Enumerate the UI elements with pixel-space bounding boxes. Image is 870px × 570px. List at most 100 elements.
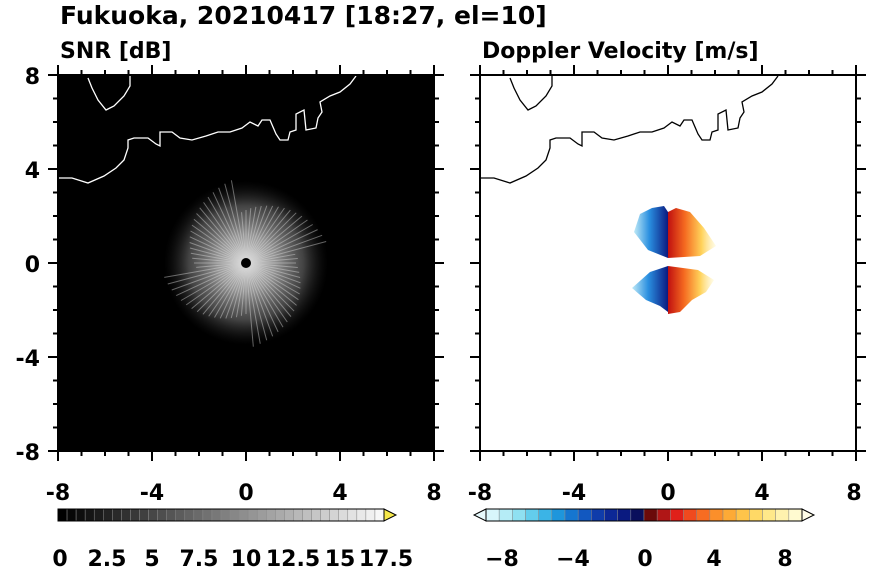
snr-streak xyxy=(245,206,257,264)
doppler-echo-lower-right xyxy=(668,266,714,314)
snr-streak xyxy=(245,205,268,264)
doppler-colorbar-label: 8 xyxy=(777,547,792,570)
snr-streak xyxy=(245,205,274,264)
snr-streak xyxy=(240,262,247,316)
snr-coastline-north xyxy=(87,75,131,111)
snr-streak xyxy=(190,252,247,264)
snr-colorbar-label: 12.5 xyxy=(266,547,320,570)
snr-colorbar-box xyxy=(338,508,349,522)
snr-streak xyxy=(245,215,303,264)
snr-streak xyxy=(245,219,308,264)
snr-streak xyxy=(176,262,247,296)
snr-streak xyxy=(245,224,313,264)
figure-title: Fukuoka, 20210417 [18:27, el=10] xyxy=(60,1,547,30)
snr-streak xyxy=(207,196,247,264)
doppler-colorbar-box xyxy=(749,508,763,522)
snr-streak xyxy=(245,262,288,323)
snr-streak xyxy=(189,247,247,264)
snr-colorbar-box xyxy=(130,508,140,522)
x-tick-label: 4 xyxy=(332,481,347,506)
snr-colorbar-label: 10 xyxy=(231,547,262,570)
snr-coastline xyxy=(58,75,357,184)
x-tick-label: 8 xyxy=(846,481,861,506)
snr-colorbar-box xyxy=(238,508,249,522)
snr-streak xyxy=(235,262,247,318)
x-tick-label: -4 xyxy=(562,481,586,506)
snr-streak xyxy=(245,241,327,264)
doppler-echo-upper-right xyxy=(668,208,716,258)
snr-streak xyxy=(245,262,279,333)
snr-streak xyxy=(241,212,247,264)
snr-streak xyxy=(245,209,291,264)
snr-streak xyxy=(225,262,247,319)
snr-streak xyxy=(219,262,247,319)
snr-streak xyxy=(218,187,247,264)
snr-colorbar-box xyxy=(57,508,68,522)
snr-streak xyxy=(245,206,279,264)
doppler-colorbar-box xyxy=(722,508,737,522)
doppler-colorbar-box xyxy=(709,508,724,522)
doppler-colorbar-extend-min xyxy=(472,508,487,522)
snr-streak xyxy=(202,262,247,315)
snr-streak xyxy=(230,262,247,319)
radar-site-marker xyxy=(241,258,251,268)
snr-colorbar-box xyxy=(374,508,385,522)
x-tick-label: 0 xyxy=(660,481,675,506)
snr-streak xyxy=(171,262,247,291)
snr-streak xyxy=(245,253,296,264)
snr-colorbar-box xyxy=(329,508,339,522)
snr-streak xyxy=(245,262,300,273)
snr-streak xyxy=(193,218,247,264)
snr-streak xyxy=(245,262,261,344)
y-tick-label: -8 xyxy=(16,441,40,466)
snr-streak xyxy=(189,236,247,264)
snr-colorbar-box xyxy=(121,508,131,522)
snr-colorbar-box xyxy=(247,508,258,522)
doppler-coastline-north xyxy=(509,75,553,111)
x-tick-label: 0 xyxy=(238,481,253,506)
snr-streak xyxy=(164,262,247,278)
snr-streak xyxy=(245,262,297,306)
snr-streak xyxy=(245,262,284,328)
doppler-colorbar-box xyxy=(564,508,579,522)
y-tick-label: 4 xyxy=(25,159,40,184)
doppler-colorbar-box xyxy=(604,508,618,522)
snr-streak xyxy=(180,262,247,301)
doppler-colorbar-label: −8 xyxy=(485,547,519,570)
snr-colorbar-box xyxy=(365,508,376,522)
snr-colorbar-label: 7.5 xyxy=(180,547,219,570)
snr-colorbar-box xyxy=(93,508,104,522)
snr-colorbar-box xyxy=(112,508,122,522)
doppler-colorbar-label: −4 xyxy=(556,547,590,570)
snr-panel: SNR [dB] 8 4 0 -4 -8 -8 -4 0 4 8 0 2.5 5 xyxy=(16,39,444,570)
doppler-colorbar-box xyxy=(630,508,645,522)
doppler-colorbar-label: 4 xyxy=(706,547,721,570)
snr-colorbar-box xyxy=(320,508,330,522)
snr-colorbar-box xyxy=(256,508,267,522)
doppler-colorbar-box xyxy=(551,508,566,522)
snr-streak xyxy=(203,202,247,264)
snr-colorbar-frame xyxy=(57,508,385,522)
snr-streak xyxy=(245,205,262,264)
snr-streak xyxy=(230,180,247,264)
snr-colorbar-box xyxy=(266,508,276,522)
snr-streak xyxy=(245,262,299,301)
snr-streak xyxy=(192,257,247,264)
doppler-colorbar-box xyxy=(498,508,513,522)
snr-axis-ticks xyxy=(48,65,444,461)
doppler-colorbar-box xyxy=(512,508,526,522)
doppler-echo-lower-left xyxy=(632,266,668,312)
snr-colorbar-label: 15 xyxy=(325,547,356,570)
snr-streak xyxy=(245,262,301,289)
x-tick-label: -8 xyxy=(468,481,492,506)
snr-streak xyxy=(212,192,247,264)
doppler-colorbar-box xyxy=(735,508,750,522)
doppler-colorbar-box xyxy=(696,508,711,522)
x-tick-label: 8 xyxy=(426,481,441,506)
snr-colorbar-box xyxy=(193,508,204,522)
snr-colorbar-box xyxy=(184,508,195,522)
snr-streak xyxy=(245,262,292,317)
doppler-colorbar-extend-max xyxy=(801,508,816,522)
doppler-colorbar-box xyxy=(617,508,632,522)
snr-colorbar-label: 5 xyxy=(144,547,159,570)
